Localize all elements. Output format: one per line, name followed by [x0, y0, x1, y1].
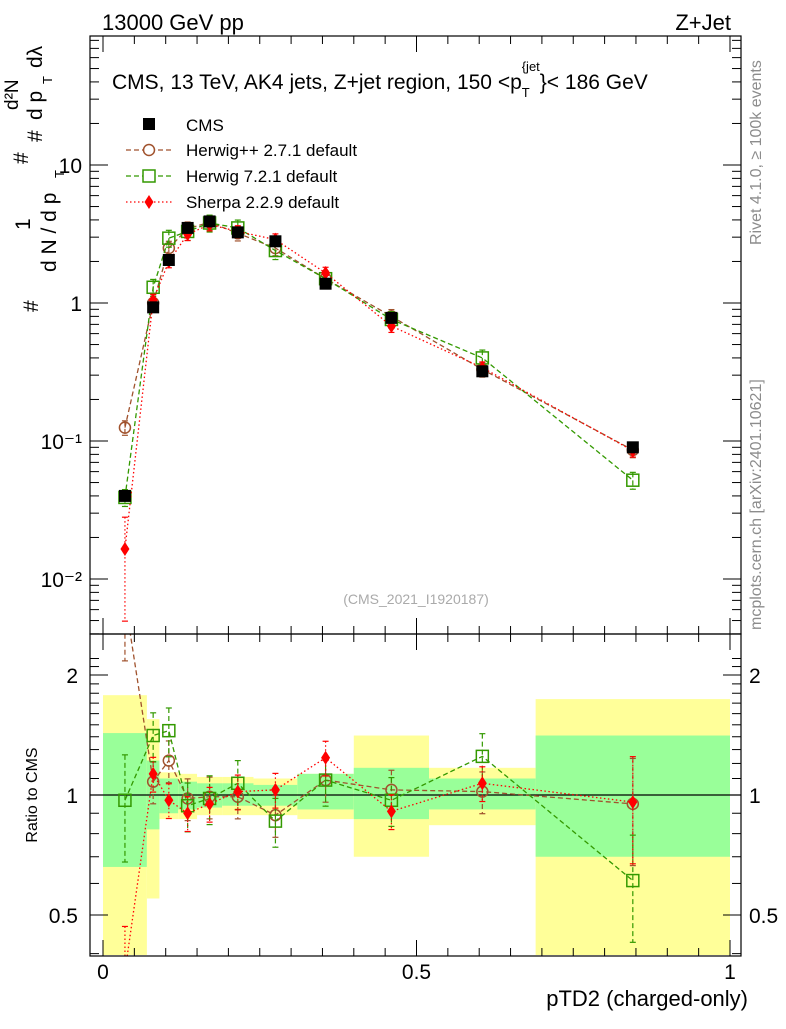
y-axis-label: # 1 d N / d p T # d²N # d p T dλ: [2, 45, 67, 312]
ratio-point-herwig7-10: [626, 873, 640, 888]
svg-text:T: T: [52, 170, 67, 178]
ratio-tick-label-left-2: 0.5: [49, 905, 78, 928]
ratio-tick-label-right-0: 2: [749, 665, 761, 688]
point-cms-2: [162, 253, 175, 266]
ratio-point-sherpa-4: [205, 796, 215, 811]
point-cms-7: [319, 277, 332, 290]
point-sherpa-7: [321, 265, 331, 280]
ratio-tick-label-left-0: 2: [66, 665, 78, 688]
point-cms-8: [385, 311, 398, 324]
ratio-tick-label-right-2: 0.5: [749, 905, 778, 928]
series-line-herwigpp: [124, 221, 634, 451]
plot-title: CMS, 13 TeV, AK4 jets, Z+jet region, 150…: [112, 59, 648, 100]
svg-text:1: 1: [12, 218, 35, 230]
svg-text:#: #: [10, 152, 33, 164]
svg-text:d N / d p: d N / d p: [38, 193, 61, 272]
ratio-line-herwigpp: [129, 634, 633, 816]
legend-marker-herwig7: [142, 169, 156, 183]
y-tick-label-0: 10: [59, 155, 82, 178]
x-tick-label-2: 1: [724, 961, 736, 984]
ratio-point-herwigpp-0: [119, 594, 130, 605]
point-cms-9: [476, 365, 489, 378]
analysis-id: (CMS_2021_I1920187): [343, 591, 489, 607]
point-cms-6: [269, 235, 282, 248]
mcplots-label: mcplots.cern.ch [arXiv:2401.10621]: [748, 379, 765, 630]
legend-label-cms: CMS: [186, 116, 224, 135]
rivet-label: Rivet 4.1.0, ≥ 100k events: [748, 60, 765, 245]
x-axis-label: pTD2 (charged-only): [546, 986, 748, 1011]
ratio-point-sherpa-7: [321, 750, 331, 765]
ratio-y-label: Ratio to CMS: [24, 747, 41, 842]
point-cms-1: [147, 301, 160, 314]
y-tick-label-3: 10⁻²: [41, 569, 82, 592]
svg-text:dλ: dλ: [24, 45, 47, 68]
ratio-panel-series: [118, 594, 640, 979]
main-panel-series: [118, 214, 640, 622]
ratio-point-sherpa-9: [477, 776, 487, 791]
legend-label-herwig7: Herwig 7.2.1 default: [186, 167, 337, 186]
y-tick-label-2: 10⁻¹: [41, 431, 82, 454]
ratio-point-sherpa-6: [270, 782, 280, 797]
x-tick-label-0: 0: [97, 961, 109, 984]
ratio-point-sherpa-1: [148, 766, 158, 781]
point-cms-3: [181, 221, 194, 234]
data-series: [118, 214, 640, 979]
series-line-herwig7: [124, 222, 634, 498]
x-tick-label-1: 0.5: [402, 961, 431, 984]
point-cms-0: [118, 489, 131, 502]
axes: 0 0.5 1 10 1 10⁻¹ 10⁻² 2 2 1 1 0.5 0.5: [41, 35, 778, 984]
ratio-point-herwig7-0: [118, 793, 132, 808]
ratio-point-sherpa-3: [183, 806, 193, 821]
ratio-tick-label-right-1: 1: [749, 785, 761, 808]
series-line-sherpa: [124, 223, 634, 550]
point-cms-5: [231, 226, 244, 239]
ratio-tick-label-left-1: 1: [66, 785, 78, 808]
point-herwig7-2: [162, 231, 176, 245]
y-tick-label-1: 1: [70, 293, 82, 316]
ratio-point-sherpa-10: [628, 795, 638, 810]
point-herwigpp-0: [118, 421, 132, 434]
ratio-point-herwig7-2: [162, 723, 176, 738]
svg-text:T: T: [40, 76, 55, 84]
ratio-point-sherpa-8: [386, 804, 396, 819]
ratio-point-herwig7-6: [268, 814, 283, 828]
legend-label-herwigpp: Herwig++ 2.7.1 default: [186, 141, 357, 160]
ratio-point-herwig7-1: [146, 728, 160, 743]
svg-text:#: #: [24, 130, 47, 142]
ratio-point-sherpa-0: [120, 965, 129, 979]
legend-marker-herwigpp: [142, 143, 156, 157]
ratio-point-sherpa-2: [164, 793, 174, 808]
svg-text:d p: d p: [24, 91, 47, 120]
legend-label-sherpa: Sherpa 2.2.9 default: [186, 193, 339, 212]
ratio-point-sherpa-5: [233, 784, 243, 799]
legend-marker-sherpa: [144, 195, 154, 209]
svg-text:d²N: d²N: [2, 79, 23, 110]
energy-label: 13000 GeV pp: [102, 10, 244, 35]
point-sherpa-0: [120, 541, 130, 556]
ratio-point-herwig7-9: [475, 749, 490, 764]
point-cms-4: [203, 215, 216, 228]
ratio-point-herwigpp-2: [162, 754, 176, 767]
svg-text:#: #: [20, 300, 43, 312]
process-label: Z+Jet: [675, 10, 731, 35]
point-cms-10: [626, 441, 639, 454]
legend-marker-cms: [143, 118, 155, 130]
point-herwig7-10: [626, 473, 640, 487]
legend: CMS Herwig++ 2.7.1 default Herwig 7.2.1 …: [126, 116, 357, 212]
